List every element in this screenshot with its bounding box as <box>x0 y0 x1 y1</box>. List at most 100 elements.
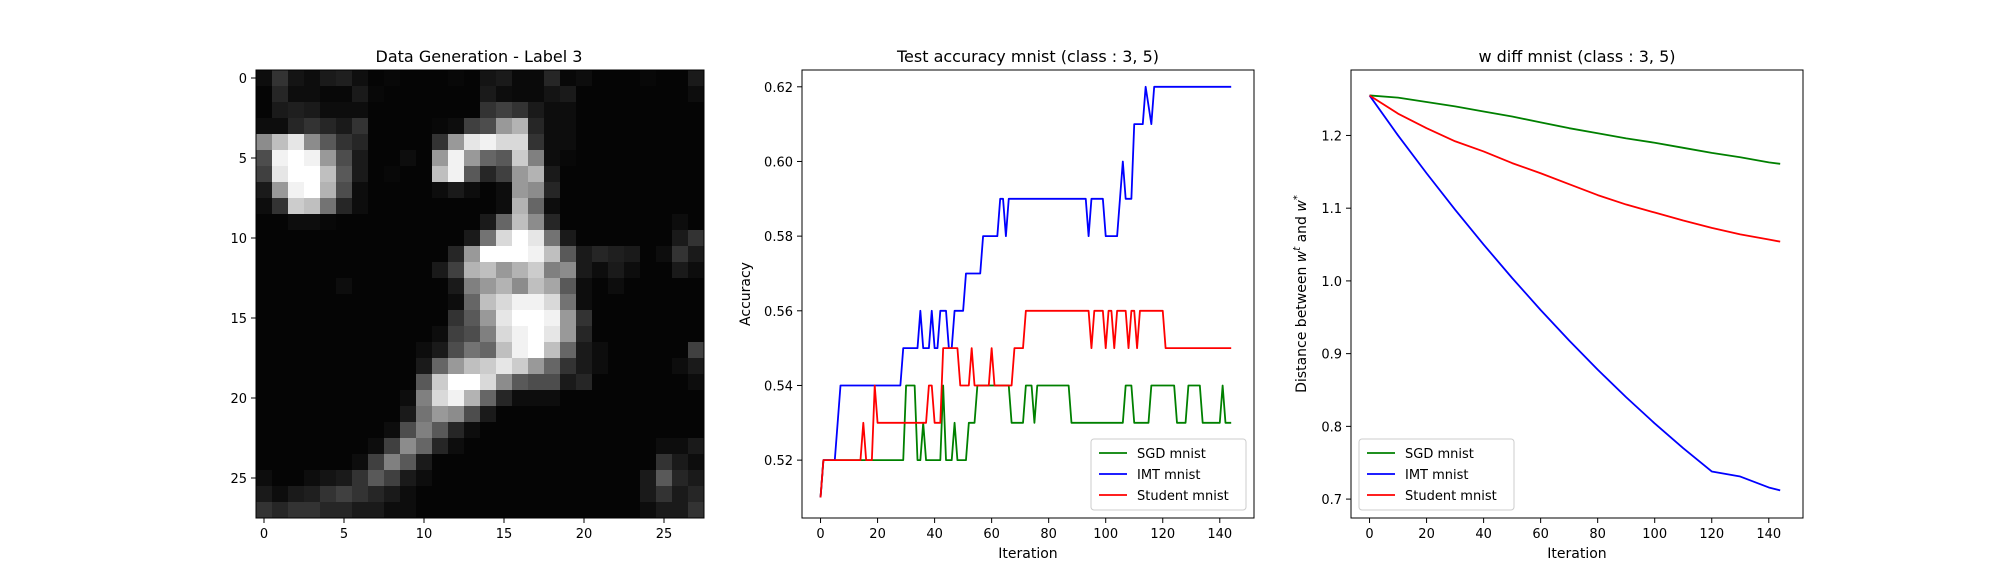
heatmap-cell <box>448 502 465 519</box>
heatmap-cell <box>416 118 433 135</box>
heatmap-cell <box>384 118 401 135</box>
heatmap-cell <box>576 294 593 311</box>
heatmap-cell <box>448 374 465 391</box>
heatmap-cell <box>400 230 417 247</box>
heatmap-cell <box>416 294 433 311</box>
heatmap-cell <box>320 70 337 87</box>
heatmap-cell <box>656 230 673 247</box>
heatmap-cell <box>496 150 513 167</box>
heatmap-cell <box>592 198 609 215</box>
heatmap-cell <box>640 246 657 263</box>
heatmap-cell <box>544 246 561 263</box>
heatmap-cell <box>256 294 273 311</box>
heatmap-cell <box>336 342 353 359</box>
heatmap-cell <box>384 134 401 151</box>
x-tick-label: 100 <box>1642 527 1667 542</box>
heatmap-cell <box>256 486 273 503</box>
heatmap-cell <box>368 422 385 439</box>
heatmap-cell <box>336 310 353 327</box>
legend-box <box>1358 438 1515 511</box>
heatmap-cell <box>400 454 417 471</box>
heatmap-cell <box>640 278 657 295</box>
heatmap-cell <box>464 278 481 295</box>
heatmap-cell <box>320 454 337 471</box>
heatmap-cell <box>288 374 305 391</box>
heatmap-cell <box>528 230 545 247</box>
heatmap-cell <box>624 326 641 343</box>
heatmap-cell <box>560 422 577 439</box>
heatmap-cell <box>512 150 529 167</box>
heatmap-cell <box>624 86 641 103</box>
heatmap-cell <box>544 150 561 167</box>
heatmap-cell <box>464 326 481 343</box>
heatmap-cell <box>384 102 401 119</box>
heatmap-cell <box>480 278 497 295</box>
heatmap-cell <box>304 246 321 263</box>
heatmap-cell <box>560 454 577 471</box>
heatmap-cell <box>480 150 497 167</box>
heatmap-cell <box>480 246 497 263</box>
heatmap-cell <box>368 150 385 167</box>
heatmap-cell <box>272 374 289 391</box>
heatmap-cell <box>336 438 353 455</box>
heatmap-cell <box>400 438 417 455</box>
heatmap-cell <box>336 246 353 263</box>
heatmap-cell <box>464 294 481 311</box>
x-tick-label: 60 <box>983 527 1000 542</box>
heatmap-cell <box>560 118 577 135</box>
heatmap-cell <box>336 390 353 407</box>
heatmap-cell <box>496 326 513 343</box>
heatmap-cell <box>448 342 465 359</box>
heatmap-cell <box>624 422 641 439</box>
heatmap-cell <box>656 150 673 167</box>
heatmap-cell <box>384 294 401 311</box>
heatmap-cell <box>352 470 369 487</box>
heatmap-cell <box>592 454 609 471</box>
heatmap-panel: Data Generation - Label 3 0 5 10 15 20 25 0 5 1… <box>230 47 705 542</box>
heatmap-cell <box>368 86 385 103</box>
heatmap-cell <box>592 86 609 103</box>
heatmap-cell <box>592 486 609 503</box>
series-line <box>819 85 1232 498</box>
heatmap-cell <box>624 470 641 487</box>
heatmap-cell <box>400 358 417 375</box>
heatmap-cell <box>688 390 705 407</box>
heatmap-cell <box>656 214 673 231</box>
heatmap-cell <box>400 390 417 407</box>
heatmap-cell <box>480 182 497 199</box>
heatmap-cell <box>592 294 609 311</box>
heatmap-cell <box>336 214 353 231</box>
heatmap-cell <box>496 390 513 407</box>
heatmap-cell <box>688 326 705 343</box>
heatmap-cell <box>368 502 385 519</box>
heatmap-cell <box>624 374 641 391</box>
heatmap-cell <box>384 166 401 183</box>
heatmap-cell <box>320 102 337 119</box>
heatmap-cell <box>432 118 449 135</box>
heatmap-cell <box>272 118 289 135</box>
accuracy-ylabel: Accuracy <box>738 262 754 326</box>
heatmap-cell <box>560 486 577 503</box>
heatmap-cell <box>352 422 369 439</box>
heatmap-cells <box>256 70 705 519</box>
heatmap-cell <box>432 86 449 103</box>
heatmap-cell <box>528 70 545 87</box>
heatmap-cell <box>608 342 625 359</box>
heatmap-cell <box>640 86 657 103</box>
heatmap-cell <box>416 150 433 167</box>
heatmap-cell <box>688 198 705 215</box>
heatmap-cell <box>368 230 385 247</box>
heatmap-cell <box>304 294 321 311</box>
wdiff-ylabel-and: and <box>1294 212 1310 247</box>
heatmap-cell <box>448 278 465 295</box>
heatmap-cell <box>480 342 497 359</box>
heatmap-cell <box>448 70 465 87</box>
heatmap-cell <box>592 470 609 487</box>
heatmap-cell <box>512 102 529 119</box>
heatmap-cell <box>608 150 625 167</box>
heatmap-cell <box>592 278 609 295</box>
heatmap-cell <box>480 358 497 375</box>
heatmap-cell <box>672 86 689 103</box>
heatmap-cell <box>352 390 369 407</box>
